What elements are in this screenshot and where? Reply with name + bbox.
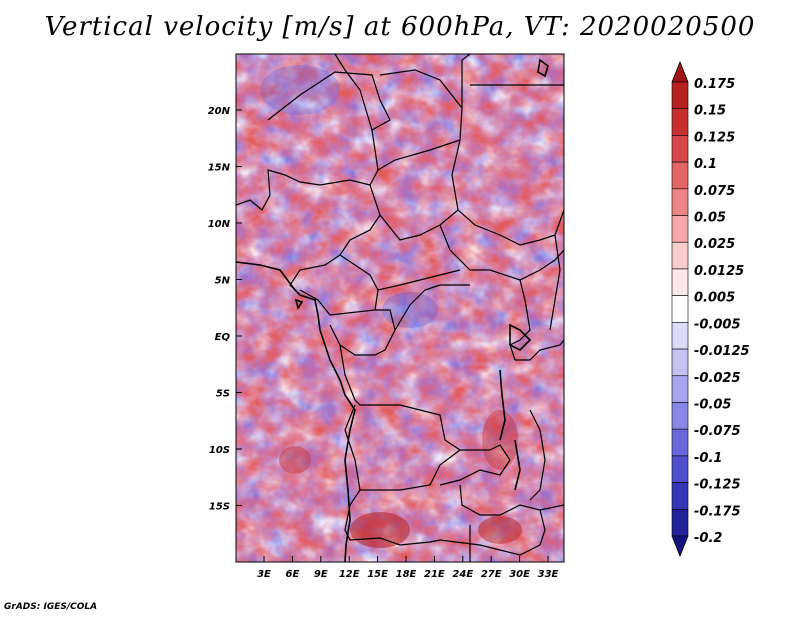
longitude-axis: 3E 6E 9E 12E 15E 18E 21E 24E 27E 30E 33E	[257, 556, 559, 580]
colorbar-segment	[671, 241, 689, 270]
coastline	[236, 58, 549, 562]
colorbar-label: 0.0125	[694, 264, 744, 279]
lon-label: 18E	[396, 569, 417, 580]
colorbar-label: 0.125	[694, 130, 735, 145]
lon-label: 9E	[314, 569, 328, 580]
colorbar-label: -0.05	[694, 397, 731, 412]
colorbar-segment	[671, 295, 689, 323]
colorbar-segment	[671, 428, 689, 457]
lon-label: 27E	[481, 569, 502, 580]
colorbar: 0.175 0.15 0.125 0.1 0.075 0.05 0.025 0.0125 0.0…	[671, 60, 750, 558]
colorbar-label: -0.125	[694, 478, 741, 493]
colorbar-segment	[671, 402, 689, 430]
page-title: Vertical velocity [m/s] at 600hPa, VT: 2…	[44, 12, 756, 42]
colorbar-label: -0.0125	[694, 344, 750, 359]
colorbar-segment	[671, 268, 689, 296]
lon-label: 21E	[424, 569, 445, 580]
lat-label: 10N	[208, 219, 231, 230]
colorbar-label: 0.005	[694, 291, 735, 306]
latitude-axis: 20N 15N 10N 5N EQ 5S 10S 15S	[208, 106, 242, 513]
lon-label: 12E	[339, 569, 360, 580]
colorbar-segment	[671, 81, 689, 110]
footer-credit: GrADS: IGES/COLA	[4, 602, 98, 612]
lat-label: 5N	[215, 276, 231, 287]
lat-label: 20N	[208, 106, 231, 117]
velocity-field	[236, 54, 564, 562]
colorbar-segment	[671, 455, 689, 483]
colorbar-label: -0.2	[694, 531, 722, 546]
lon-label: 30E	[509, 569, 530, 580]
colorbar-label: 0.15	[694, 104, 726, 119]
lat-label: 10S	[209, 445, 230, 456]
map-frame	[235, 53, 565, 563]
colorbar-label: 0.025	[694, 237, 735, 252]
lon-label: 15E	[367, 569, 388, 580]
colorbar-segment	[671, 348, 689, 377]
colorbar-segment	[671, 161, 689, 190]
lat-label: 5S	[216, 389, 230, 400]
colorbar-label: -0.005	[694, 317, 741, 332]
colorbar-label: -0.175	[694, 504, 741, 519]
country-borders	[236, 54, 564, 562]
colorbar-label: 0.075	[694, 184, 735, 199]
lat-label: 15N	[208, 163, 231, 174]
colorbar-segment	[671, 188, 689, 216]
colorbar-segment	[671, 215, 689, 243]
colorbar-label: 0.175	[694, 77, 735, 92]
colorbar-bottom-arrow	[671, 535, 689, 558]
colorbar-segment	[671, 135, 689, 163]
lon-label: 3E	[257, 569, 271, 580]
colorbar-segment	[671, 508, 689, 537]
lat-label: EQ	[215, 332, 231, 343]
colorbar-segment	[671, 482, 689, 510]
colorbar-segment	[671, 108, 689, 136]
colorbar-label: 0.05	[694, 211, 726, 226]
colorbar-label: -0.1	[694, 451, 722, 466]
lat-label: 15S	[209, 502, 230, 513]
lon-label: 24E	[452, 569, 473, 580]
colorbar-label: -0.025	[694, 371, 741, 386]
colorbar-segment	[671, 322, 689, 350]
colorbar-top-arrow	[671, 60, 689, 83]
colorbar-segment	[671, 375, 689, 403]
colorbar-label: -0.075	[694, 424, 741, 439]
lon-label: 33E	[538, 569, 559, 580]
lon-label: 6E	[286, 569, 300, 580]
colorbar-label: 0.1	[694, 157, 717, 172]
